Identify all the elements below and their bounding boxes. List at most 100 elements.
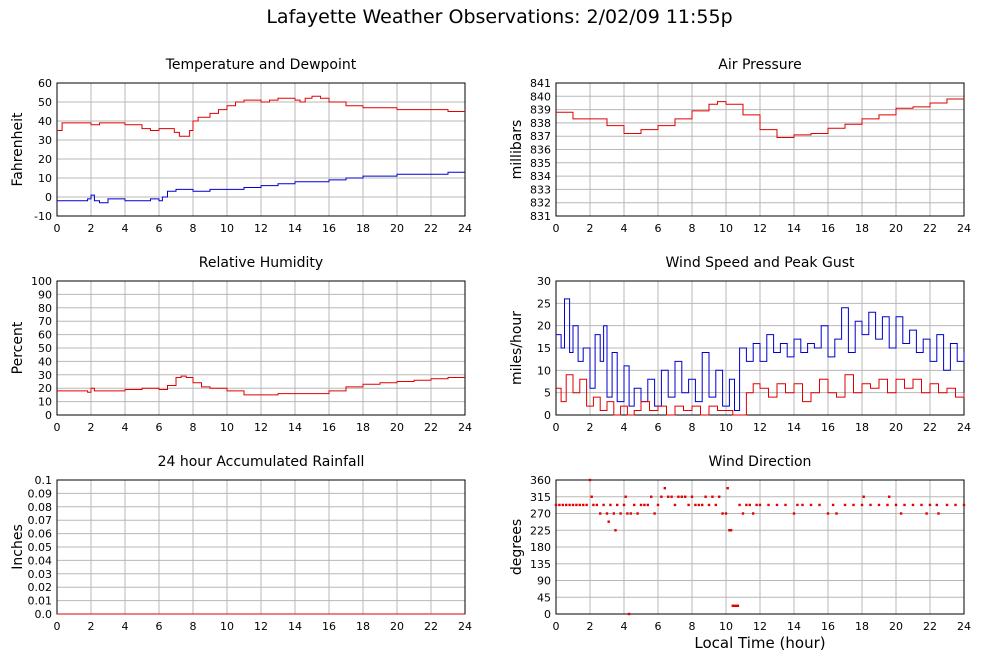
x-tick-label: 24	[957, 620, 971, 633]
chart-rainfall: 24 hour Accumulated Rainfall0.00.010.020…	[10, 454, 472, 633]
x-tick-label: 0	[553, 222, 560, 235]
x-tick-label: 12	[254, 421, 268, 434]
x-tick-label: 14	[787, 620, 801, 633]
data-point	[775, 503, 779, 507]
data-point	[767, 503, 770, 507]
data-point	[653, 512, 656, 515]
y-axis-label: degrees	[509, 519, 525, 575]
x-tick-label: 22	[923, 421, 937, 434]
x-tick-label: 2	[587, 421, 594, 434]
y-tick-label: 40	[38, 115, 52, 128]
data-point	[733, 604, 736, 608]
x-tick-label: 24	[957, 421, 971, 434]
y-tick-label: 60	[38, 77, 52, 90]
y-tick-label: 100	[31, 275, 52, 288]
plot-frame	[555, 82, 965, 217]
y-tick-label: 0.03	[28, 568, 53, 581]
chart-title: Wind Speed and Peak Gust	[666, 255, 855, 271]
data-point	[835, 512, 838, 515]
y-tick-label: 834	[530, 170, 551, 183]
data-point	[622, 503, 626, 507]
data-point	[738, 503, 741, 507]
y-tick-label: 0.02	[28, 581, 53, 594]
chart-title: Temperature and Dewpoint	[165, 57, 357, 73]
x-tick-label: 8	[689, 421, 696, 434]
x-tick-label: 8	[190, 421, 197, 434]
y-tick-label: 90	[38, 288, 52, 301]
x-tick-label: 24	[458, 222, 472, 235]
y-tick-label: 135	[530, 558, 551, 571]
data-point	[588, 478, 592, 482]
data-point	[670, 495, 673, 498]
data-point	[561, 503, 564, 507]
x-tick-label: 2	[88, 222, 95, 235]
data-point	[701, 503, 704, 507]
y-axis-label: millibars	[509, 120, 525, 180]
x-tick-label: 10	[719, 421, 733, 434]
y-tick-label: 0.05	[28, 541, 53, 554]
y-tick-label: 0	[45, 191, 52, 204]
x-tick-label: 0	[54, 620, 61, 633]
x-tick-label: 6	[156, 421, 163, 434]
data-point	[741, 512, 745, 515]
data-point	[684, 495, 687, 498]
x-tick-label: 12	[753, 421, 767, 434]
data-point	[899, 512, 903, 515]
data-point	[911, 503, 915, 507]
x-tick-label: 16	[322, 421, 336, 434]
data-point	[925, 512, 928, 515]
data-point	[558, 503, 561, 507]
x-tick-label: 16	[322, 222, 336, 235]
y-axis-label: Fahrenheit	[10, 112, 26, 187]
x-tick-label: 16	[821, 620, 835, 633]
y-tick-label: 10	[537, 364, 551, 377]
y-tick-label: 30	[537, 275, 551, 288]
data-point	[724, 512, 728, 515]
data-point	[687, 503, 690, 507]
x-tick-label: 20	[889, 421, 903, 434]
series-line	[556, 98, 964, 138]
y-tick-label: 20	[537, 320, 551, 333]
data-point	[609, 503, 612, 507]
data-point	[568, 503, 571, 507]
series-line	[556, 374, 965, 416]
y-tick-label: 0.07	[28, 514, 53, 527]
series-line	[57, 375, 465, 396]
data-point	[792, 512, 796, 515]
data-point	[860, 503, 864, 507]
series-line	[57, 95, 465, 137]
x-tick-label: 6	[156, 620, 163, 633]
x-tick-label: 24	[458, 620, 472, 633]
x-tick-label: 2	[88, 620, 95, 633]
x-tick-label: 4	[122, 222, 129, 235]
data-point	[818, 503, 821, 507]
y-tick-label: 360	[530, 474, 551, 487]
data-point	[728, 529, 731, 532]
y-tick-label: 30	[38, 369, 52, 382]
data-point	[697, 503, 700, 507]
data-point	[784, 503, 787, 507]
x-tick-label: 14	[288, 222, 302, 235]
y-axis-label: miles/hour	[509, 311, 525, 385]
y-tick-label: 0	[544, 608, 551, 621]
y-tick-label: 841	[530, 77, 551, 90]
data-point	[571, 503, 575, 507]
y-tick-label: 0.08	[28, 501, 53, 514]
data-point	[731, 604, 734, 608]
series-line	[556, 298, 965, 411]
x-tick-label: 22	[923, 222, 937, 235]
page-title: Lafayette Weather Observations: 2/02/09 …	[266, 6, 733, 28]
data-point	[755, 503, 758, 507]
y-tick-label: 10	[38, 396, 52, 409]
data-point	[954, 503, 957, 507]
x-tick-label: 18	[855, 620, 869, 633]
data-point	[578, 503, 581, 507]
x-tick-label: 22	[424, 421, 438, 434]
y-tick-label: 0.04	[28, 554, 53, 567]
y-tick-label: 25	[537, 297, 551, 310]
data-point	[616, 503, 619, 507]
data-point	[554, 503, 558, 507]
data-point	[624, 495, 627, 498]
y-tick-label: 839	[530, 104, 551, 117]
